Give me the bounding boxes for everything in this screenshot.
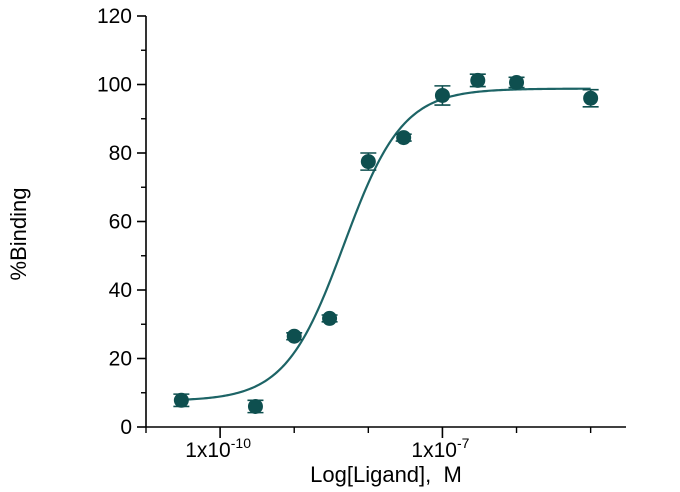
fit-curve-layer (181, 87, 591, 401)
x-tick-label: 1x10-7 (411, 435, 469, 462)
y-tick-label: 60 (109, 211, 132, 234)
data-point (395, 130, 412, 146)
data-point (469, 72, 486, 88)
fit-curve-line (181, 87, 591, 401)
data-point (286, 328, 303, 344)
y-tick-label: 0 (120, 416, 132, 439)
data-point-marker (396, 130, 412, 146)
data-point-marker (173, 392, 189, 408)
data-point (173, 392, 190, 408)
data-point (360, 152, 377, 171)
data-point-marker (322, 310, 338, 326)
y-tick-label: 100 (97, 74, 132, 97)
y-tick-label: 80 (109, 142, 132, 165)
data-point-marker (360, 154, 376, 170)
data-point-marker (470, 72, 486, 88)
data-point-marker (286, 328, 302, 344)
data-point (321, 310, 338, 326)
x-axis-title: Log[Ligand], M (310, 462, 462, 487)
data-point (434, 85, 451, 106)
data-point-marker (434, 87, 450, 103)
data-point (508, 74, 525, 90)
y-axis-title: %Binding (6, 188, 31, 281)
data-point-marker (583, 90, 599, 106)
x-tick-label: 1x10-10 (185, 435, 251, 462)
data-point-marker (247, 398, 263, 414)
y-tick-label: 40 (109, 279, 132, 302)
y-tick-label: 20 (109, 348, 132, 371)
data-point (247, 398, 264, 414)
data-point-marker (509, 74, 525, 90)
data-point (582, 88, 599, 108)
axes: 0 20 40 60 80 100 120 1x10-10 1x10-7 (97, 5, 626, 462)
data-points-layer (173, 72, 599, 414)
y-tick-label: 120 (97, 5, 132, 28)
